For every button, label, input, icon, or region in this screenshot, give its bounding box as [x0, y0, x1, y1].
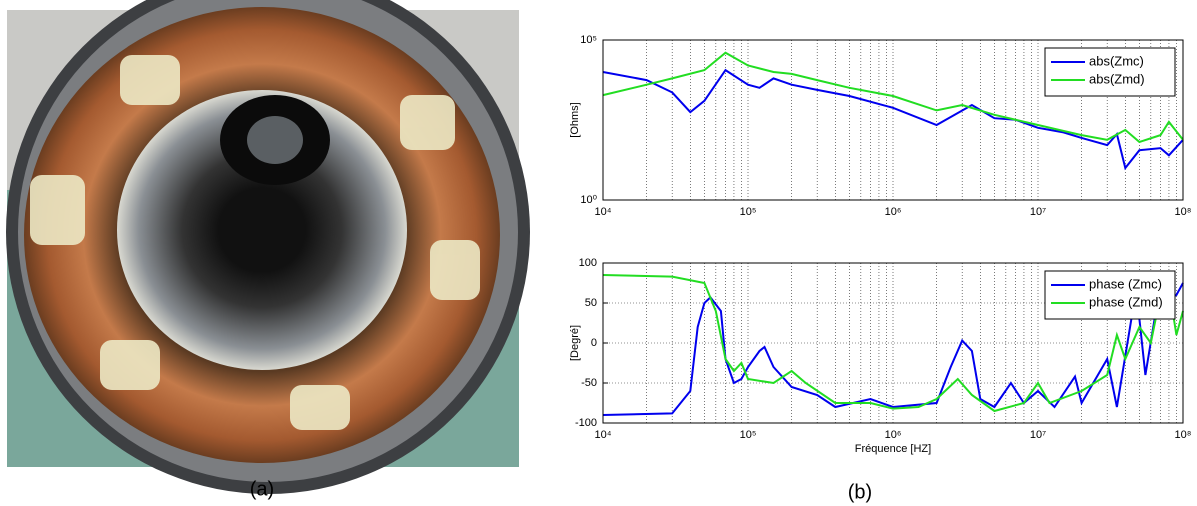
series-group — [602, 51, 1184, 171]
legend-label: phase (Zmc) — [1089, 276, 1162, 291]
legend-box — [1044, 47, 1176, 97]
series-line — [602, 51, 1184, 144]
x-tick-label: 10⁶ — [885, 429, 902, 441]
y-tick-label: 0 — [591, 337, 597, 349]
x-tick-label: 10⁷ — [1030, 206, 1046, 218]
x-tick-label: 10⁶ — [885, 206, 902, 218]
y-tick-label: 10⁰ — [580, 194, 597, 206]
legend-box — [1044, 270, 1176, 320]
plot-frame — [602, 262, 1184, 424]
legend-label: abs(Zmd) — [1089, 71, 1145, 86]
series-line — [602, 68, 1184, 171]
x-axis-label: Fréquence [HZ] — [855, 443, 931, 455]
series-group — [602, 274, 1184, 416]
x-tick-label: 10⁵ — [740, 429, 757, 441]
y-tick-label: 100 — [579, 257, 597, 269]
legend-label: abs(Zmc) — [1089, 53, 1144, 68]
y-tick-label: 50 — [585, 297, 597, 309]
caption: (b) — [848, 481, 872, 503]
plot-frame — [602, 39, 1184, 201]
caption: (a) — [250, 478, 274, 500]
y-tick-label: -50 — [581, 377, 597, 389]
x-tick-label: 10⁴ — [595, 429, 612, 441]
y-axis-label: [Ohms] — [569, 102, 581, 137]
y-tick-label: 10⁵ — [580, 34, 597, 46]
photo — [6, 0, 530, 494]
x-tick-label: 10⁸ — [1175, 206, 1192, 218]
series-line — [602, 274, 1184, 413]
y-axis-label: [Degré] — [569, 325, 581, 361]
x-tick-label: 10⁷ — [1030, 429, 1046, 441]
legend-label: phase (Zmd) — [1089, 294, 1163, 309]
x-tick-label: 10⁴ — [595, 206, 612, 218]
y-tick-label: -100 — [575, 417, 597, 429]
x-tick-label: 10⁵ — [740, 206, 757, 218]
x-tick-label: 10⁸ — [1175, 429, 1192, 441]
